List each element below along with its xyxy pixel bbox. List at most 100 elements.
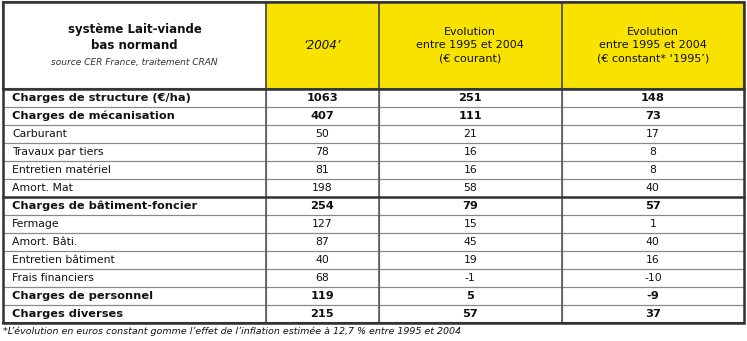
Bar (266, 107, 379, 125)
Text: 251: 251 (459, 93, 482, 103)
Text: ‘2004’: ‘2004’ (303, 39, 341, 52)
Text: 37: 37 (645, 309, 661, 318)
Text: *L’évolution en euros constant gomme l’effet de l’inflation estimée à 12,7 % ent: *L’évolution en euros constant gomme l’e… (3, 326, 461, 336)
Text: 50: 50 (315, 129, 329, 139)
Text: Carburant: Carburant (12, 129, 66, 139)
Bar (379, 125, 562, 143)
Bar (3, 251, 744, 269)
Bar (3, 305, 744, 323)
Bar (3, 214, 266, 233)
Bar (3, 89, 744, 107)
Text: Amort. Bâti.: Amort. Bâti. (12, 237, 77, 247)
Text: 57: 57 (645, 201, 661, 211)
Bar (3, 143, 266, 161)
Text: 5: 5 (466, 291, 474, 301)
Bar (3, 179, 744, 197)
Text: 198: 198 (312, 183, 332, 193)
Text: 119: 119 (311, 291, 334, 301)
Bar (3, 107, 744, 125)
Text: -1: -1 (465, 272, 476, 283)
Bar (562, 161, 744, 179)
Text: 16: 16 (463, 165, 477, 175)
Bar (379, 161, 562, 179)
Bar (562, 125, 744, 143)
Bar (266, 233, 379, 251)
Text: 16: 16 (463, 147, 477, 157)
Bar (562, 89, 744, 107)
Bar (562, 2, 744, 89)
Text: 8: 8 (649, 165, 657, 175)
Text: 127: 127 (312, 219, 332, 228)
Bar (379, 233, 562, 251)
Bar (379, 251, 562, 269)
Bar (379, 107, 562, 125)
Bar (3, 179, 266, 197)
Text: 58: 58 (463, 183, 477, 193)
Bar (562, 233, 744, 251)
Bar (3, 251, 266, 269)
Text: Frais financiers: Frais financiers (12, 272, 94, 283)
Bar (379, 179, 562, 197)
Text: 40: 40 (646, 237, 660, 247)
Text: 19: 19 (463, 255, 477, 265)
Text: Evolution
entre 1995 et 2004
(€ constant* ‘1995’): Evolution entre 1995 et 2004 (€ constant… (597, 27, 709, 63)
Text: -10: -10 (644, 272, 662, 283)
Text: 16: 16 (646, 255, 660, 265)
Bar (562, 305, 744, 323)
Bar (3, 143, 744, 161)
Bar (266, 197, 379, 214)
Text: 81: 81 (315, 165, 329, 175)
Bar (266, 179, 379, 197)
Text: Entretien bâtiment: Entretien bâtiment (12, 255, 115, 265)
Bar (266, 125, 379, 143)
Bar (3, 233, 266, 251)
Text: 68: 68 (315, 272, 329, 283)
Text: Amort. Mat: Amort. Mat (12, 183, 72, 193)
Bar (266, 89, 379, 107)
Text: 87: 87 (315, 237, 329, 247)
Bar (379, 286, 562, 305)
Bar (562, 197, 744, 214)
Bar (562, 251, 744, 269)
Text: 254: 254 (311, 201, 334, 211)
Text: 57: 57 (462, 309, 478, 318)
Bar (266, 161, 379, 179)
Bar (3, 2, 744, 89)
Bar (379, 2, 562, 89)
Text: bas normand: bas normand (91, 39, 178, 52)
Bar (379, 197, 562, 214)
Text: source CER France, traitement CRAN: source CER France, traitement CRAN (52, 58, 218, 68)
Text: Travaux par tiers: Travaux par tiers (12, 147, 103, 157)
Bar (3, 161, 266, 179)
Text: 79: 79 (462, 201, 478, 211)
Text: Charges de structure (€/ha): Charges de structure (€/ha) (12, 93, 190, 103)
Bar (3, 233, 744, 251)
Text: 21: 21 (463, 129, 477, 139)
Text: Charges de mécanisation: Charges de mécanisation (12, 110, 175, 121)
Text: 215: 215 (311, 309, 334, 318)
Bar (3, 125, 744, 143)
Bar (3, 107, 266, 125)
Text: système Lait-viande: système Lait-viande (67, 23, 202, 36)
Bar (3, 269, 266, 286)
Text: 40: 40 (315, 255, 329, 265)
Bar (562, 269, 744, 286)
Bar (3, 125, 266, 143)
Bar (562, 107, 744, 125)
Bar (266, 251, 379, 269)
Bar (266, 286, 379, 305)
Bar (379, 89, 562, 107)
Bar (266, 305, 379, 323)
Text: 111: 111 (459, 110, 482, 121)
Bar (3, 197, 266, 214)
Bar (379, 269, 562, 286)
Bar (3, 214, 744, 233)
Bar (266, 143, 379, 161)
Bar (3, 286, 744, 305)
Bar (562, 286, 744, 305)
Text: 148: 148 (641, 93, 665, 103)
Bar (562, 179, 744, 197)
Bar (266, 2, 379, 89)
Bar (562, 214, 744, 233)
Bar (3, 269, 744, 286)
